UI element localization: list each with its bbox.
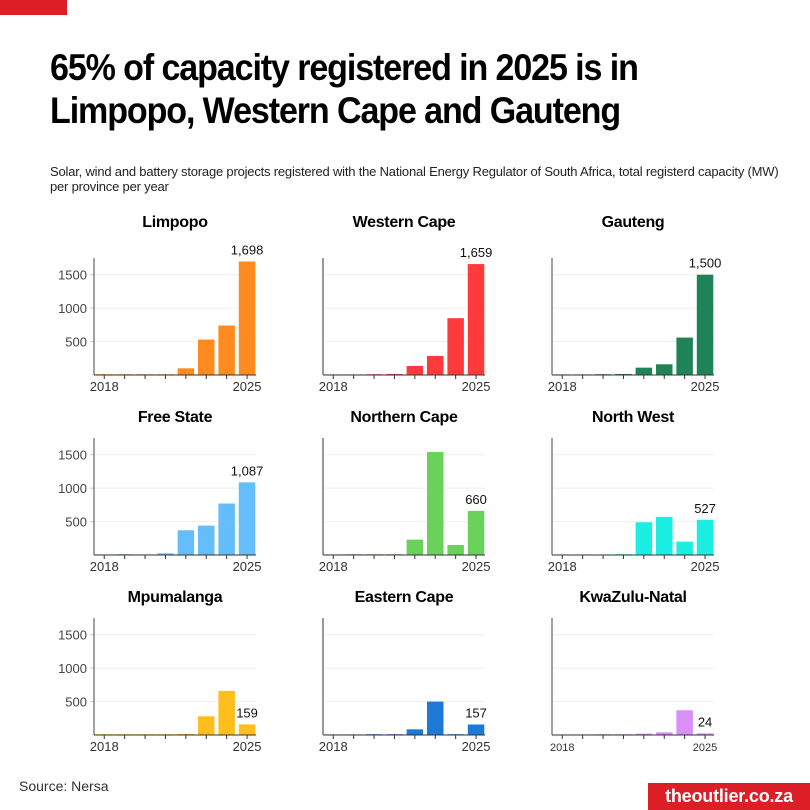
bar-2023 xyxy=(656,516,673,555)
bar-2022 xyxy=(406,539,424,555)
bar-2025 xyxy=(696,733,714,735)
bar-2022 xyxy=(406,365,424,375)
x-tick-label-last: 2025 xyxy=(233,379,262,394)
x-tick-label-last: 2025 xyxy=(462,559,491,574)
x-tick-label-first: 2018 xyxy=(548,559,577,574)
x-tick-label-first: 2018 xyxy=(319,559,348,574)
bar-2023 xyxy=(198,716,215,735)
bar-2021 xyxy=(386,373,403,375)
panel-title: Limpopo xyxy=(142,214,208,231)
data-label-2025: 159 xyxy=(236,705,258,720)
y-tick-label: 500 xyxy=(65,695,87,710)
data-label-2025: 527 xyxy=(694,501,716,516)
bar-2024 xyxy=(447,544,464,555)
bar-2024 xyxy=(218,503,235,555)
y-tick-label: 1000 xyxy=(58,301,87,316)
x-tick-label-last: 2025 xyxy=(233,559,262,574)
panel-title: Mpumalanga xyxy=(127,589,223,606)
source-note: Source: Nersa xyxy=(19,778,109,794)
data-label-2025: 660 xyxy=(465,492,487,507)
x-tick-label-last: 2025 xyxy=(462,379,491,394)
bar-2023 xyxy=(427,701,444,735)
x-tick-label-first: 2018 xyxy=(319,379,348,394)
panel-title: Gauteng xyxy=(601,214,665,231)
brand-accent-bar xyxy=(0,0,67,15)
panel-title: Northern Cape xyxy=(350,409,458,426)
x-tick-label-first: 2018 xyxy=(548,379,577,394)
bar-2024 xyxy=(676,337,693,375)
bar-2022 xyxy=(635,733,653,735)
page-title: 65% of capacity registered in 2025 is in… xyxy=(50,47,639,131)
bar-2021 xyxy=(157,553,174,555)
x-tick-label-last: 2025 xyxy=(462,739,491,754)
bar-2025 xyxy=(467,510,485,555)
y-tick-label: 1500 xyxy=(58,268,87,283)
bar-2022 xyxy=(635,522,653,555)
bar-2022 xyxy=(177,530,195,555)
data-label-2025: 24 xyxy=(698,714,712,729)
bar-2023 xyxy=(427,452,444,555)
data-label-2025: 1,087 xyxy=(231,463,264,478)
bar-2024 xyxy=(218,690,235,735)
bar-2023 xyxy=(198,525,215,555)
data-label-2025: 1,659 xyxy=(460,245,493,260)
x-tick-label-last: 2025 xyxy=(691,379,720,394)
bar-2025 xyxy=(467,264,485,375)
bar-2025 xyxy=(696,519,714,555)
panel-title: KwaZulu-Natal xyxy=(579,589,687,606)
bar-2023 xyxy=(656,364,673,375)
data-label-2025: 1,500 xyxy=(689,256,722,271)
panel-title: North West xyxy=(591,409,675,426)
bar-2024 xyxy=(676,710,693,735)
x-tick-label-last: 2025 xyxy=(691,559,720,574)
bar-2025 xyxy=(238,482,256,555)
bar-2024 xyxy=(676,541,693,555)
bar-2025 xyxy=(696,274,714,375)
y-tick-label: 1000 xyxy=(58,481,87,496)
bar-2022 xyxy=(406,729,424,735)
bar-2022 xyxy=(635,367,653,375)
bar-2025 xyxy=(238,261,256,375)
bar-2025 xyxy=(467,724,485,735)
panel-title: Eastern Cape xyxy=(354,589,454,606)
chart-subtitle: Solar, wind and battery storage projects… xyxy=(50,164,779,194)
bar-2023 xyxy=(198,339,215,375)
panel-title: Free State xyxy=(137,409,213,426)
data-label-2025: 157 xyxy=(465,706,487,721)
x-tick-label-first: 2018 xyxy=(550,742,574,754)
bar-2021 xyxy=(615,373,632,375)
brand-logo[interactable]: theoutlier.co.za xyxy=(648,783,810,810)
bar-2023 xyxy=(656,732,673,735)
x-tick-label-first: 2018 xyxy=(90,379,119,394)
bar-2025 xyxy=(238,724,256,735)
data-label-2025: 1,698 xyxy=(231,242,264,257)
y-tick-label: 1000 xyxy=(58,661,87,676)
y-tick-label: 1500 xyxy=(58,448,87,463)
bar-2022 xyxy=(177,733,195,735)
x-tick-label-last: 2025 xyxy=(693,742,717,754)
panel-title: Western Cape xyxy=(352,214,456,231)
bar-2023 xyxy=(427,355,444,375)
x-tick-label-first: 2018 xyxy=(90,559,119,574)
y-tick-label: 500 xyxy=(65,515,87,530)
x-tick-label-last: 2025 xyxy=(233,739,262,754)
y-tick-label: 500 xyxy=(65,335,87,350)
bar-2024 xyxy=(447,318,464,375)
x-tick-label-first: 2018 xyxy=(90,739,119,754)
bar-2024 xyxy=(218,325,235,375)
y-tick-label: 1500 xyxy=(58,628,87,643)
x-tick-label-first: 2018 xyxy=(319,739,348,754)
bar-2022 xyxy=(177,368,195,375)
